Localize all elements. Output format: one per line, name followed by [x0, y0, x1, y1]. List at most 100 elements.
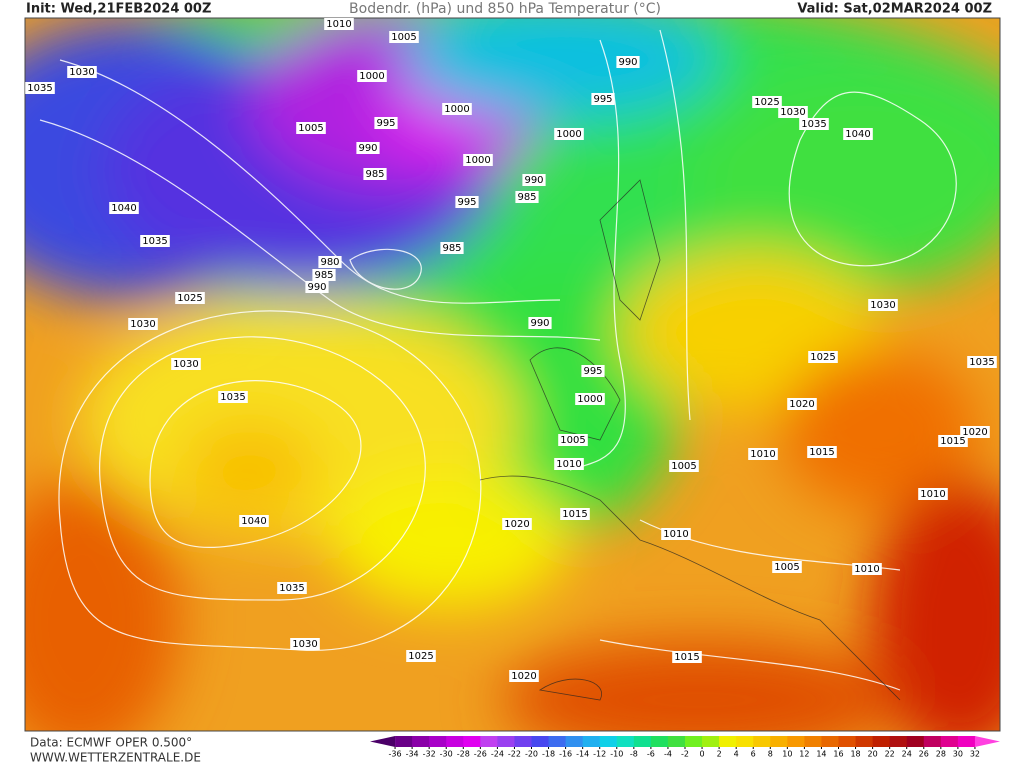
- isobar-label-box: [560, 508, 590, 520]
- isobar-label-box: [25, 82, 55, 94]
- isobar-label: 985: [442, 243, 461, 254]
- isobar-label-box: [324, 18, 354, 30]
- isobar-label: 1025: [177, 293, 202, 304]
- colorbar-label: 12: [799, 750, 809, 759]
- isobar-label: 1030: [292, 639, 317, 650]
- colorbar-label: -18: [542, 750, 555, 759]
- isobar-label: 1010: [326, 19, 351, 30]
- colorbar-bin: [582, 736, 601, 747]
- isobar-label-box: [406, 650, 436, 662]
- isobar-label: 1035: [27, 83, 52, 94]
- isobar-label: 1030: [130, 319, 155, 330]
- isobar-label-box: [591, 93, 615, 105]
- isobar-label-box: [175, 292, 205, 304]
- colorbar-label: 20: [868, 750, 878, 759]
- isobar-label-box: [558, 434, 588, 446]
- colorbar-bin: [412, 736, 430, 747]
- isobar-label: 1040: [241, 516, 266, 527]
- isobar-label-box: [509, 670, 539, 682]
- colorbar-bin: [463, 736, 481, 747]
- colorbar-bin: [685, 736, 703, 747]
- isobar-label: 1030: [69, 67, 94, 78]
- isobar-label-box: [171, 358, 201, 370]
- colorbar-bin: [923, 736, 942, 747]
- colorbar-bin: [889, 736, 908, 747]
- isobar-label: 1000: [556, 129, 581, 140]
- colorbar-label: -36: [389, 750, 402, 759]
- isobar-label: 990: [618, 57, 637, 68]
- isobar-label-box: [528, 317, 552, 329]
- isobar-label: 985: [365, 169, 384, 180]
- colorbar-bin: [565, 736, 584, 747]
- isobar-label-box: [554, 458, 584, 470]
- colorbar-bin: [429, 736, 447, 747]
- colorbar-label: -4: [664, 750, 672, 759]
- isobar-label-box: [669, 460, 699, 472]
- map-frame: [24, 17, 1001, 732]
- map-title: Bodendr. (hPa) und 850 hPa Temperatur (°…: [349, 1, 661, 17]
- isobar-label-box: [305, 281, 329, 293]
- isobar-label-box: [522, 174, 546, 186]
- colorbar-arrow: [974, 736, 1000, 747]
- isobar-label: 1025: [754, 97, 779, 108]
- isobar-label: 1025: [408, 651, 433, 662]
- isobar-label: 1015: [674, 652, 699, 663]
- isobar-label-box: [616, 56, 640, 68]
- colorbar-label: -10: [610, 750, 623, 759]
- colorbar-bin: [599, 736, 618, 747]
- colorbar-bin: [838, 736, 857, 747]
- colorbar-bin: [770, 736, 788, 747]
- isobar-label-box: [778, 106, 808, 118]
- isobar-label: 1010: [854, 564, 879, 575]
- colorbar-label: 32: [970, 750, 980, 759]
- isobar-label: 1025: [810, 352, 835, 363]
- isobar-label: 1005: [391, 32, 416, 43]
- isobar-label-box: [318, 256, 342, 268]
- colorbar-bin: [787, 736, 805, 747]
- colorbar-bin: [702, 736, 720, 747]
- isobar-label-box: [967, 356, 997, 368]
- colorbar-bin: [719, 736, 737, 747]
- isobar-label-box: [218, 391, 248, 403]
- colorbar-bin: [548, 736, 567, 747]
- colorbar-label: 24: [902, 750, 912, 759]
- isobar-label-box: [374, 117, 398, 129]
- isobar-label-box: [515, 191, 539, 203]
- colorbar-bin: [480, 736, 498, 747]
- isobar-label-box: [67, 66, 97, 78]
- website: WWW.WETTERZENTRALE.DE: [30, 751, 201, 765]
- isobar-label-box: [843, 128, 873, 140]
- isobar-label: 1040: [111, 203, 136, 214]
- isobar-label: 1035: [142, 236, 167, 247]
- isobar-label: 1040: [845, 129, 870, 140]
- colorbar-label: -2: [681, 750, 689, 759]
- colorbar-bin: [446, 736, 464, 747]
- colorbar-bin: [650, 736, 669, 747]
- isobar-label-box: [312, 269, 336, 281]
- isobar-label-box: [772, 561, 802, 573]
- isobar-label-box: [808, 351, 838, 363]
- isobar-label-box: [442, 103, 472, 115]
- colorbar-bin: [616, 736, 635, 747]
- colorbar-label: 30: [953, 750, 963, 759]
- isobar-label: 1030: [870, 300, 895, 311]
- isobar-label: 1000: [444, 104, 469, 115]
- isobar-label: 1010: [663, 529, 688, 540]
- colorbar-label: -20: [525, 750, 538, 759]
- isobar-label: 1030: [173, 359, 198, 370]
- isobar-label-box: [140, 235, 170, 247]
- colorbar-bin: [514, 736, 532, 747]
- colorbar-label: 28: [936, 750, 946, 759]
- isobar-label: 1035: [801, 119, 826, 130]
- isobar-label-box: [938, 435, 968, 447]
- isobar-label: 1030: [780, 107, 805, 118]
- colorbar-bin: [531, 736, 550, 747]
- isobar-label: 1020: [962, 427, 987, 438]
- isobar-label-box: [128, 318, 158, 330]
- isobar-label-box: [239, 515, 269, 527]
- colorbar-bin: [957, 736, 976, 747]
- colorbar-bin: [736, 736, 754, 747]
- isobar-label-box: [752, 96, 782, 108]
- colorbar-label: 0: [700, 750, 705, 759]
